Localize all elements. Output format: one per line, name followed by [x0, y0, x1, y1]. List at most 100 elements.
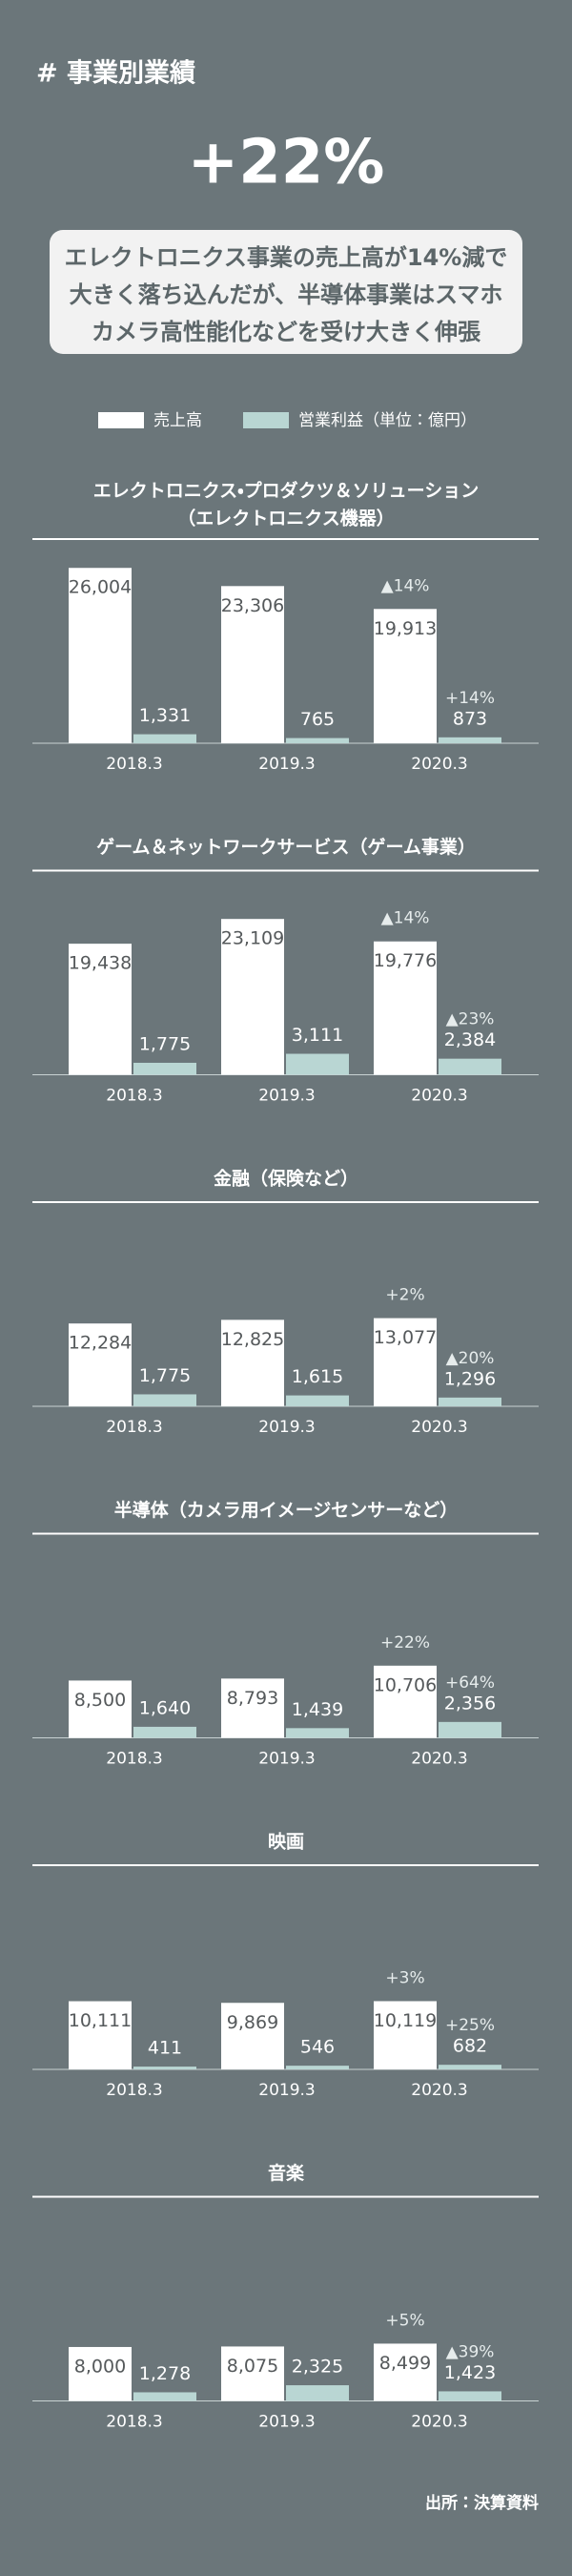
value-label: 3,111	[292, 1025, 343, 1046]
bar	[439, 2065, 501, 2069]
x-tick-label: 2020.3	[411, 2413, 467, 2432]
value-label: 2,356	[444, 1693, 496, 1714]
bar	[221, 1319, 284, 1406]
value-label: 19,776	[374, 950, 437, 971]
bar	[286, 1395, 349, 1406]
value-label: 765	[300, 709, 335, 730]
x-tick-label: 2018.3	[106, 2413, 162, 2432]
value-label: 8,793	[227, 1688, 278, 1709]
change-label: ▲20%	[446, 1349, 495, 1368]
x-tick-label: 2019.3	[258, 2081, 315, 2100]
chart-subtitle: （エレクトロニクス機器）	[177, 508, 394, 530]
chart-title: 映画	[268, 1832, 304, 1853]
change-label: +2%	[385, 1286, 424, 1305]
x-tick-label: 2018.3	[106, 1750, 162, 1769]
legend-swatch	[243, 412, 289, 428]
value-label: 411	[148, 2038, 182, 2059]
bar	[374, 2343, 437, 2401]
value-label: 23,109	[221, 928, 284, 949]
change-label: +25%	[445, 2016, 495, 2035]
change-label: +64%	[445, 1673, 495, 1693]
value-label: 10,119	[374, 2010, 437, 2031]
bar	[439, 1721, 501, 1738]
bar	[69, 1323, 132, 1406]
chart-title: 半導体（カメラ用イメージセンサーなど）	[114, 1499, 459, 1521]
page-title: # 事業別業績	[36, 59, 195, 89]
chart-title: 音楽	[268, 2162, 305, 2184]
bar	[374, 2001, 437, 2069]
value-label: 873	[453, 708, 487, 729]
bar	[133, 734, 196, 743]
change-label: ▲39%	[446, 2342, 495, 2361]
value-label: 1,640	[139, 1697, 191, 1718]
value-label: 12,825	[221, 1329, 284, 1350]
value-label: 1,775	[139, 1033, 191, 1054]
value-label: 13,077	[374, 1327, 437, 1348]
callout-line: カメラ高性能化などを受け大きく伸張	[92, 319, 481, 345]
value-label: 8,499	[379, 2353, 431, 2374]
bar	[374, 1665, 437, 1738]
value-label: 682	[453, 2036, 487, 2057]
value-label: 19,913	[374, 618, 437, 639]
value-label: 1,615	[292, 1366, 343, 1387]
bar	[221, 586, 284, 743]
value-label: 2,325	[292, 2357, 343, 2378]
bar	[221, 2003, 284, 2069]
callout-box	[50, 230, 522, 354]
bar	[133, 2067, 196, 2069]
bar	[69, 2001, 132, 2069]
x-tick-label: 2020.3	[411, 1087, 467, 1106]
value-label: 2,384	[444, 1029, 496, 1050]
x-tick-label: 2019.3	[258, 1087, 315, 1106]
x-tick-label: 2019.3	[258, 755, 315, 774]
value-label: 546	[300, 2037, 335, 2058]
change-label: +22%	[380, 1633, 430, 1652]
value-label: 1,296	[444, 1368, 496, 1389]
bar	[286, 1728, 349, 1738]
bar	[439, 1058, 501, 1075]
bar	[133, 1394, 196, 1406]
bar	[69, 568, 132, 743]
chart-title: ゲーム＆ネットワークサービス（ゲーム事業）	[96, 836, 476, 858]
callout-line: エレクトロニクス事業の売上高が14%減で	[65, 244, 508, 271]
change-label: +5%	[385, 2311, 424, 2330]
value-label: 8,500	[74, 1690, 126, 1711]
value-label: 1,439	[292, 1699, 343, 1720]
legend-label: 営業利益（単位：億円）	[298, 411, 477, 430]
value-label: 19,438	[69, 953, 132, 974]
change-label: ▲14%	[381, 909, 430, 928]
value-label: 1,331	[139, 705, 191, 726]
bar	[133, 1062, 196, 1075]
value-label: 10,111	[69, 2010, 132, 2031]
change-label: ▲14%	[381, 576, 430, 595]
x-tick-label: 2020.3	[411, 755, 467, 774]
value-label: 10,706	[374, 1674, 437, 1695]
value-label: 1,775	[139, 1365, 191, 1386]
value-label: 8,075	[227, 2356, 278, 2377]
value-label: 8,000	[74, 2356, 126, 2377]
bar	[286, 1053, 349, 1075]
chart-title: 金融（保険など）	[214, 1168, 358, 1190]
bar	[133, 2392, 196, 2401]
legend-label: 売上高	[153, 411, 202, 430]
x-tick-label: 2018.3	[106, 755, 162, 774]
bar	[69, 944, 132, 1075]
bar	[439, 737, 501, 743]
x-tick-label: 2018.3	[106, 2081, 162, 2100]
bar	[439, 1397, 501, 1406]
x-tick-label: 2018.3	[106, 1087, 162, 1106]
x-tick-label: 2019.3	[258, 2413, 315, 2432]
bar	[374, 609, 437, 743]
headline: +22%	[188, 128, 385, 198]
bar	[221, 919, 284, 1075]
bar	[286, 737, 349, 743]
bar	[439, 2391, 501, 2401]
callout-line: 大きく落ち込んだが、半導体事業はスマホ	[70, 281, 503, 308]
x-tick-label: 2020.3	[411, 2081, 467, 2100]
chart-title: エレクトロニクス・プロダクツ＆ソリューション	[93, 480, 480, 502]
value-label: 12,284	[69, 1333, 132, 1354]
value-label: 26,004	[69, 577, 132, 598]
bar	[374, 1318, 437, 1406]
